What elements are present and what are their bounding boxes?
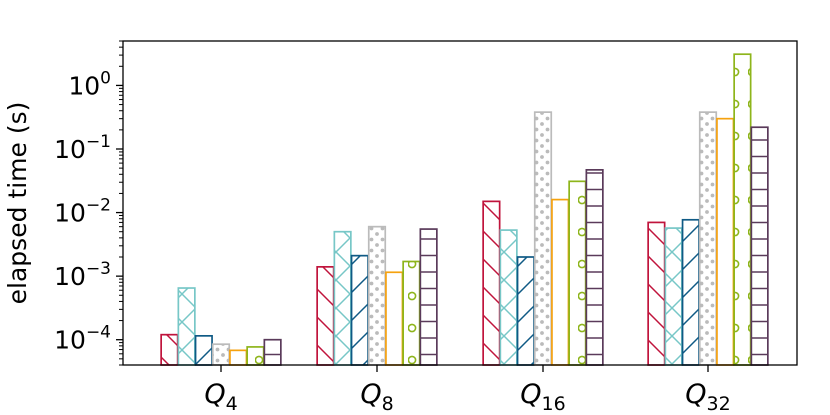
bar-series-7-cat-3 — [585, 168, 604, 366]
bar-series-6-cat-1 — [246, 346, 265, 366]
y-axis-label: elapsed time (s) — [3, 102, 32, 305]
bar-series-6-cat-4 — [733, 53, 752, 366]
x-tick-label: Q8 — [360, 379, 393, 415]
plot-area — [160, 53, 769, 366]
bar-series-1-cat-3 — [482, 200, 501, 366]
y-tick-label: 10−1 — [54, 132, 111, 164]
bar-series-5-cat-4 — [716, 117, 735, 366]
x-tick-label: Q32 — [685, 379, 730, 415]
bar-series-5-cat-1 — [229, 349, 248, 366]
bar-series-2-cat-1 — [177, 287, 196, 366]
bar-series-4-cat-4 — [698, 111, 718, 366]
bar-series-2-cat-4 — [664, 227, 683, 366]
bar-series-7-cat-2 — [419, 228, 438, 366]
bar-series-2-cat-3 — [499, 229, 518, 366]
bar-series-1-cat-4 — [647, 221, 666, 366]
bar-series-3-cat-3 — [516, 256, 535, 366]
bar-series-6-cat-3 — [568, 180, 587, 366]
bar-series-4-cat-3 — [533, 111, 553, 366]
x-tick-label: Q16 — [520, 379, 565, 415]
bar-series-1-cat-1 — [160, 333, 179, 366]
y-tick-label: 10−3 — [54, 259, 111, 291]
bar-series-5-cat-3 — [551, 198, 570, 366]
bar-series-6-cat-2 — [402, 260, 421, 366]
bar-series-4-cat-1 — [211, 343, 231, 366]
bar-series-5-cat-2 — [385, 271, 404, 366]
y-tick-label: 10−2 — [54, 196, 111, 228]
axes-frame — [122, 40, 798, 366]
x-axis: Q4 Q8 Q16 Q32 — [204, 365, 731, 415]
y-tick-label: 100 — [68, 68, 111, 100]
bar-series-3-cat-4 — [681, 218, 700, 366]
bar-series-7-cat-1 — [263, 338, 282, 366]
y-tick-label: 10−4 — [54, 323, 111, 355]
y-axis: 10−4 10−3 10−2 10−1 100 — [54, 40, 123, 366]
x-tick-label: Q4 — [204, 379, 237, 415]
bar-series-4-cat-2 — [367, 225, 387, 366]
bar-series-2-cat-2 — [333, 230, 352, 366]
bar-series-3-cat-1 — [194, 334, 213, 366]
bar-series-7-cat-4 — [750, 126, 769, 366]
bar-series-1-cat-2 — [316, 265, 335, 366]
bar-series-3-cat-2 — [350, 254, 369, 366]
